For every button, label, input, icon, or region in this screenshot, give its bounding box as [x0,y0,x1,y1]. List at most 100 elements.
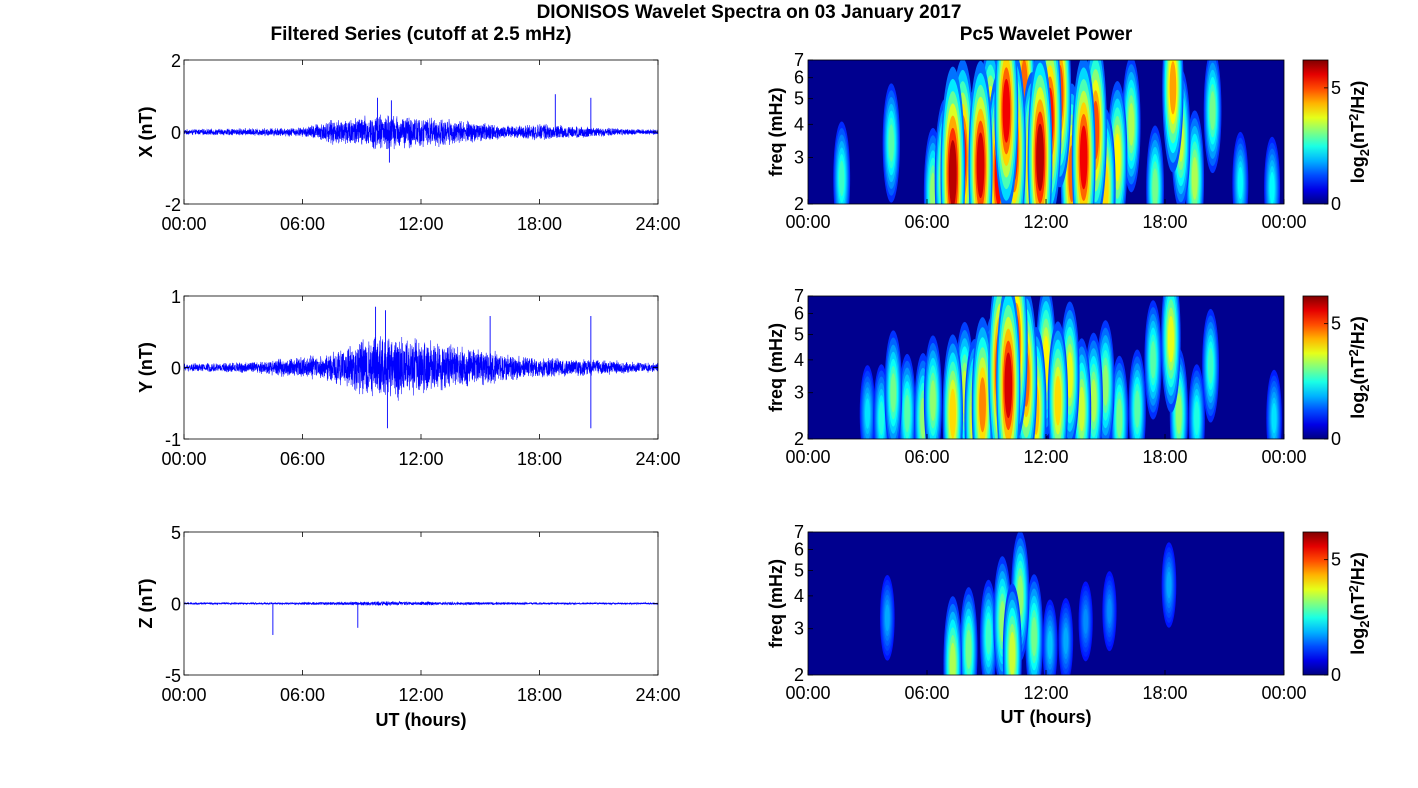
z-power-power-blob-2-layer-6 [965,629,972,670]
y-power-colorbar-label-tail: /Hz) [1348,316,1368,349]
y-series-xtick-label-1: 06:00 [280,449,325,469]
y-series-ylabel: Y (nT) [136,342,156,393]
y-power-power-blob-0-layer-6 [865,398,870,429]
x-power-power-blob-4-layer-6 [948,140,957,204]
x-power-colorbar-label-tail: /Hz) [1348,81,1368,114]
x-power-xtick-label-4: 00:00 [1261,212,1306,232]
x-series-ytick-label-0: -2 [165,195,181,215]
x-series-xtick-label-2: 12:00 [398,214,443,234]
y-power-colorbar-tick-label-0: 0 [1331,429,1341,449]
y-power-colorbar-label-sup: 2 [1346,349,1361,356]
y-power-xtick-label-2: 12:00 [1023,447,1068,467]
z-power-ytick-label-3: 5 [794,560,804,580]
z-power-power-blob-8-layer-6 [1047,630,1053,660]
y-power-power-blob-23-layer-6 [1134,390,1140,428]
z-series-xtick-label-0: 00:00 [161,685,206,705]
x-series-xtick-label-3: 18:00 [517,214,562,234]
y-power-power-blob-18-layer-6 [1066,351,1073,399]
y-series-xtick-label-4: 24:00 [635,449,680,469]
y-power-xtick-label-4: 00:00 [1261,447,1306,467]
x-series-xtick-label-4: 24:00 [635,214,680,234]
x-power-power-blob-10-layer-6 [1002,78,1011,143]
z-power-xtick-label-0: 00:00 [785,683,830,703]
z-series-ytick-label-1: 0 [171,595,181,615]
x-power-ytick-label-0: 2 [794,194,804,214]
x-series-panel: -2 0 2 00:00 06:00 12:00 18:00 24:00 X (nT) [136,51,681,234]
x-power-ytick-label-1: 3 [794,147,804,167]
y-series-xtick-label-0: 00:00 [161,449,206,469]
y-power-ytick-label-0: 2 [794,429,804,449]
z-series-xlabel: UT (hours) [376,710,467,730]
y-power-power-blob-19-layer-6 [1078,386,1085,432]
z-series-ytick-label-0: -5 [165,666,181,686]
y-power-ytick-label-2: 4 [794,350,804,370]
z-series-xtick-label-4: 24:00 [635,685,680,705]
y-power-power-blob-27-layer-6 [1194,401,1200,436]
z-power-power-blob-5-layer-6 [1009,631,1016,675]
z-power-colorbar-tick-label-0: 0 [1331,665,1341,685]
y-series-ytick-label-1: 0 [171,359,181,379]
y-power-ytick-label-3: 5 [794,324,804,344]
x-power-power-blob-29-layer-6 [1269,171,1275,204]
y-power-colorbar-label-base: log [1348,392,1368,419]
x-power-xtick-label-2: 12:00 [1023,212,1068,232]
y-power-xtick-label-3: 18:00 [1142,447,1187,467]
z-power-power-blob-10-layer-6 [1083,608,1088,634]
x-power-power-blob-27-layer-6 [1209,91,1216,131]
x-power-xtick-label-3: 18:00 [1142,212,1187,232]
x-series-ytick-label-1: 0 [171,123,181,143]
x-series-ytick-label-2: 2 [171,51,181,71]
x-power-power-blob-2-layer-6 [930,172,936,204]
y-power-power-blob-22-layer-6 [1116,398,1123,438]
z-power-xtick-label-2: 12:00 [1023,683,1068,703]
y-power-xtick-label-0: 00:00 [785,447,830,467]
z-power-colorbar-label-base: log [1348,628,1368,655]
z-power-power-blob-11-layer-6 [1107,598,1112,624]
x-power-colorbar-label: log2(nT2/Hz) [1346,81,1371,183]
x-series-ylabel: X (nT) [136,107,156,158]
y-power-power-blob-12-layer-6 [1004,352,1013,419]
x-power-ytick-label-3: 5 [794,89,804,109]
z-power-ytick-label-5: 7 [794,522,804,542]
z-power-ylabel: freq (mHz) [766,559,786,648]
x-power-power-blob-23-layer-6 [1152,168,1158,204]
x-power-ytick-label-2: 4 [794,114,804,134]
z-series-ylabel: Z (nT) [136,579,156,629]
x-power-power-blob-14-layer-6 [1036,123,1044,192]
y-power-power-blob-3-layer-6 [904,394,910,433]
z-power-ytick-label-2: 4 [794,586,804,606]
x-series-trace-line [183,114,659,150]
y-power-colorbar-tick-label-1: 5 [1331,314,1341,334]
y-power-power-blob-20-layer-6 [1090,379,1097,422]
x-power-colorbar-label-unit: (nT [1348,121,1368,149]
y-power-ylabel: freq (mHz) [766,323,786,412]
x-power-power-blob-7-layer-6 [976,132,985,199]
x-power-xtick-label-0: 00:00 [785,212,830,232]
x-power-power-blob-21-layer-6 [1114,133,1121,182]
z-power-power-blob-3-layer-6 [985,618,992,655]
z-power-colorbar-label-sup: 2 [1346,585,1361,592]
y-power-xtick-label-1: 06:00 [904,447,949,467]
z-power-ytick-label-0: 2 [794,665,804,685]
x-power-colorbar-label-sup: 2 [1346,114,1361,121]
z-series-xtick-label-3: 18:00 [517,685,562,705]
x-power-power-blob-0-layer-6 [839,160,845,197]
x-power-power-blob-24-layer-6 [1169,61,1177,115]
x-series-xtick-label-1: 06:00 [280,214,325,234]
x-power-power-blob-18-layer-6 [1079,125,1088,190]
z-power-colorbar-label-unit: (nT [1348,593,1368,621]
z-power-power-blob-12-layer-6 [1166,571,1172,599]
y-power-blobs [859,296,1282,439]
z-power-xtick-label-1: 06:00 [904,683,949,703]
x-power-power-blob-26-layer-6 [1191,156,1198,200]
y-series-xtick-label-2: 12:00 [398,449,443,469]
z-power-xtick-label-4: 00:00 [1261,683,1306,703]
x-power-power-blob-1-layer-6 [888,124,895,162]
z-power-power-blob-9-layer-6 [1063,627,1069,655]
